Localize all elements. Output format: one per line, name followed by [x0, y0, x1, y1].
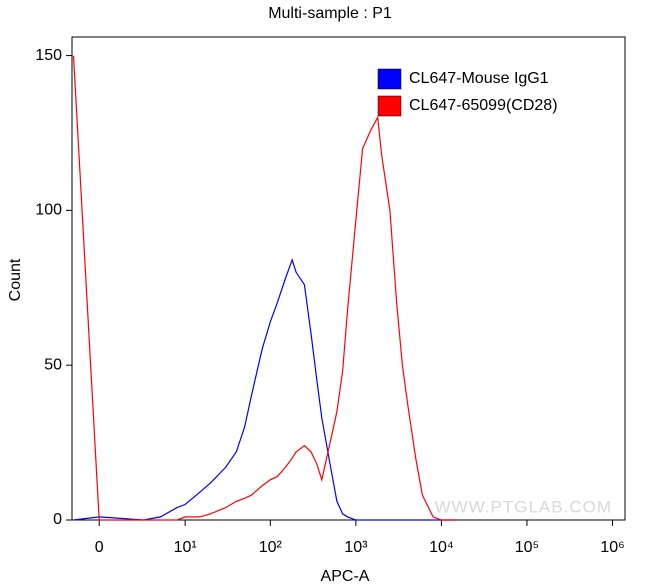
y-tick-label: 50: [44, 356, 62, 373]
chart-title: Multi-sample : P1: [268, 5, 392, 22]
plot-frame: [71, 36, 626, 521]
x-axis-label: APC-A: [321, 568, 370, 585]
legend-label: CL647-65099(CD28): [409, 97, 558, 114]
y-tick-label: 150: [35, 47, 62, 64]
x-tick-label: 10³: [344, 539, 368, 556]
series-line: [72, 55, 457, 521]
y-tick-label: 0: [53, 511, 62, 528]
x-tick-label: 10²: [259, 539, 283, 556]
watermark: WWW.PTGLAB.COM: [435, 497, 612, 516]
x-tick-label: 10¹: [174, 539, 197, 556]
x-tick-label: 10⁶: [600, 539, 624, 556]
legend-label: CL647-Mouse IgG1: [409, 70, 549, 87]
x-tick-label: 10⁴: [429, 539, 454, 556]
y-axis-label: Count: [7, 258, 24, 301]
legend-swatch: [377, 68, 402, 90]
x-tick-label: 10⁵: [515, 539, 539, 556]
legend-swatch: [377, 95, 402, 117]
x-tick-label: 0: [95, 539, 104, 556]
y-tick-label: 100: [35, 202, 62, 219]
series-line: [73, 258, 457, 521]
